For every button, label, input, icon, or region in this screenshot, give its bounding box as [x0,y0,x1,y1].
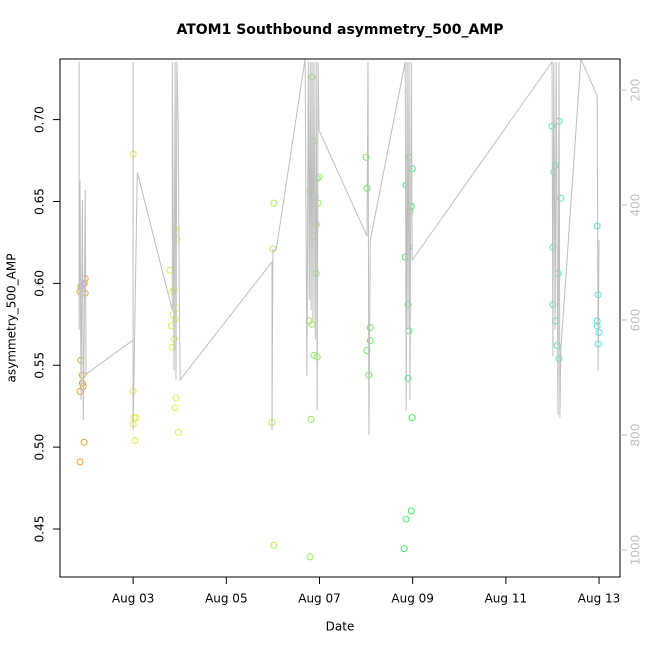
y2-tick-label: 1000 [629,535,643,566]
data-point [78,379,86,387]
x-tick-label: Aug 11 [485,592,528,606]
x-axis-label: Date [326,620,355,634]
data-point [166,266,174,274]
data-point [555,355,563,363]
plot-frame [59,58,621,578]
data-point [593,322,601,330]
y-tick-label: 0.70 [33,106,47,133]
x-tick-label: Aug 09 [391,592,434,606]
data-point [171,404,179,412]
y2-tick-label: 800 [629,424,643,447]
y-tick-label: 0.65 [33,188,47,215]
y-tick-label: 0.55 [33,352,47,379]
data-point [595,328,603,336]
y2-tick-label: 400 [629,194,643,217]
data-point [80,438,88,446]
data-point [76,458,84,466]
data-point [172,394,180,402]
x-tick-label: Aug 13 [578,592,621,606]
data-point [408,414,416,422]
data-point [130,414,138,422]
data-point [366,337,374,345]
data-point [593,317,601,325]
data-point [174,428,182,436]
data-point [131,437,139,445]
data-point [171,315,179,323]
data-point [366,324,374,332]
data-point [168,343,176,351]
y-tick-label: 0.50 [33,434,47,461]
plot-area [76,59,603,561]
data-point [402,515,410,523]
y-axis-label: asymmetry_500_AMP [5,254,19,383]
data-point [362,153,370,161]
data-point [78,371,86,379]
trend-line [78,59,600,436]
y-tick-label: 0.45 [33,516,47,543]
y-tick-label: 0.60 [33,270,47,297]
data-point [307,415,315,423]
x-tick-label: Aug 07 [298,592,341,606]
data-point [270,199,278,207]
x-tick-label: Aug 03 [112,592,155,606]
data-point [404,374,412,382]
data-point [306,553,314,561]
data-point [400,545,408,553]
data-point [407,507,415,515]
data-point [270,541,278,549]
y2-tick-label: 600 [629,309,643,332]
x-tick-label: Aug 05 [205,592,248,606]
data-point [557,194,565,202]
data-point [363,347,371,355]
chart-title: ATOM1 Southbound asymmetry_500_AMP [176,22,503,38]
data-point [173,235,181,243]
y2-tick-label: 200 [629,79,643,102]
